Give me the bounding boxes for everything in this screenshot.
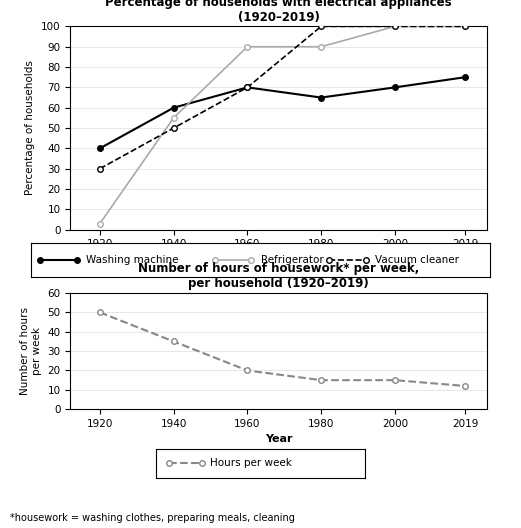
Y-axis label: Number of hours
per week: Number of hours per week [20,307,42,395]
Y-axis label: Percentage of households: Percentage of households [26,61,35,195]
Text: Vacuum cleaner: Vacuum cleaner [375,255,459,265]
X-axis label: Year: Year [265,255,292,265]
Text: Refrigerator: Refrigerator [260,255,323,265]
X-axis label: Year: Year [265,435,292,445]
Text: Washing machine: Washing machine [86,255,179,265]
Text: *housework = washing clothes, preparing meals, cleaning: *housework = washing clothes, preparing … [10,513,295,523]
Title: Percentage of households with electrical appliances
(1920–2019): Percentage of households with electrical… [105,0,452,24]
Text: Hours per week: Hours per week [210,458,292,468]
Title: Number of hours of housework* per week,
per household (1920–2019): Number of hours of housework* per week, … [138,262,419,290]
